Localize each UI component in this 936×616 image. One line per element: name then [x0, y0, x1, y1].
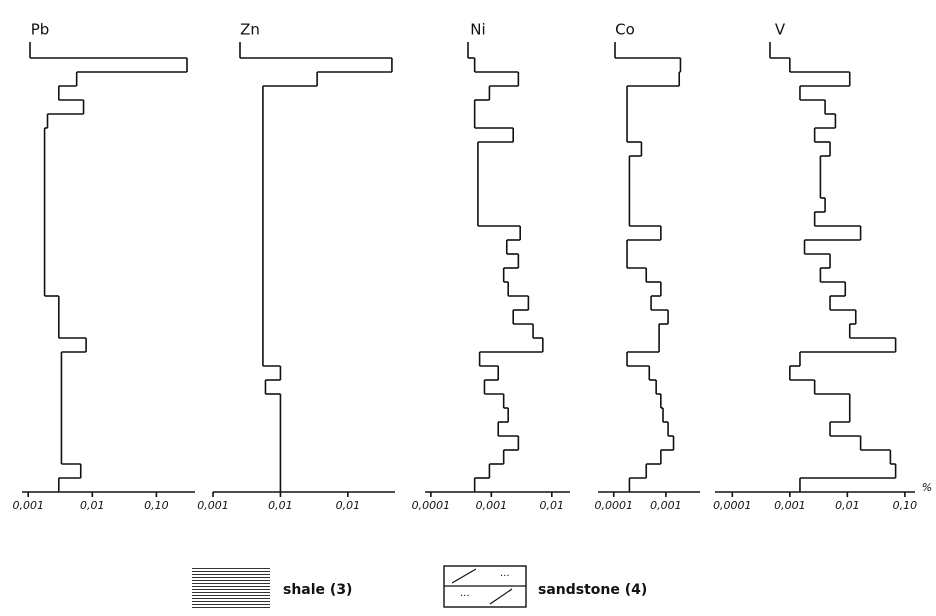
panel-title: Ni: [470, 21, 485, 39]
x-tick-label: 0,001: [476, 499, 508, 512]
shale-swatch: [192, 568, 270, 608]
sandstone-swatch: ··· ···: [443, 565, 527, 608]
panel-title: Zn: [240, 21, 260, 39]
svg-text:···: ···: [460, 591, 470, 602]
svg-text:···: ···: [500, 571, 510, 582]
x-tick-label: 0,0001: [412, 499, 451, 512]
legend: shale (3) ··· ··· sandstone (4): [192, 565, 647, 608]
x-tick-label: 0,01: [336, 499, 361, 512]
x-tick-label: 0,0001: [594, 499, 633, 512]
panel-title: Co: [615, 21, 635, 39]
x-unit: %: [922, 481, 932, 494]
x-tick-label: 0,01: [268, 499, 293, 512]
legend-label: sandstone (4): [538, 582, 647, 598]
x-tick-label: 0,001: [12, 499, 44, 512]
x-tick-label: 0,001: [197, 499, 229, 512]
panel-title: V: [775, 21, 786, 39]
x-tick-label: 0,01: [80, 499, 105, 512]
x-tick-label: 0,10: [144, 499, 169, 512]
x-tick-label: 0,10: [893, 499, 918, 512]
x-tick-label: 0,001: [774, 499, 806, 512]
x-tick-label: 0,0001: [713, 499, 752, 512]
panel-title: Pb: [31, 21, 50, 39]
legend-label: shale (3): [283, 582, 352, 598]
x-tick-label: 0,01: [540, 499, 565, 512]
x-tick-label: 0,001: [650, 499, 682, 512]
x-tick-label: 0,01: [835, 499, 860, 512]
